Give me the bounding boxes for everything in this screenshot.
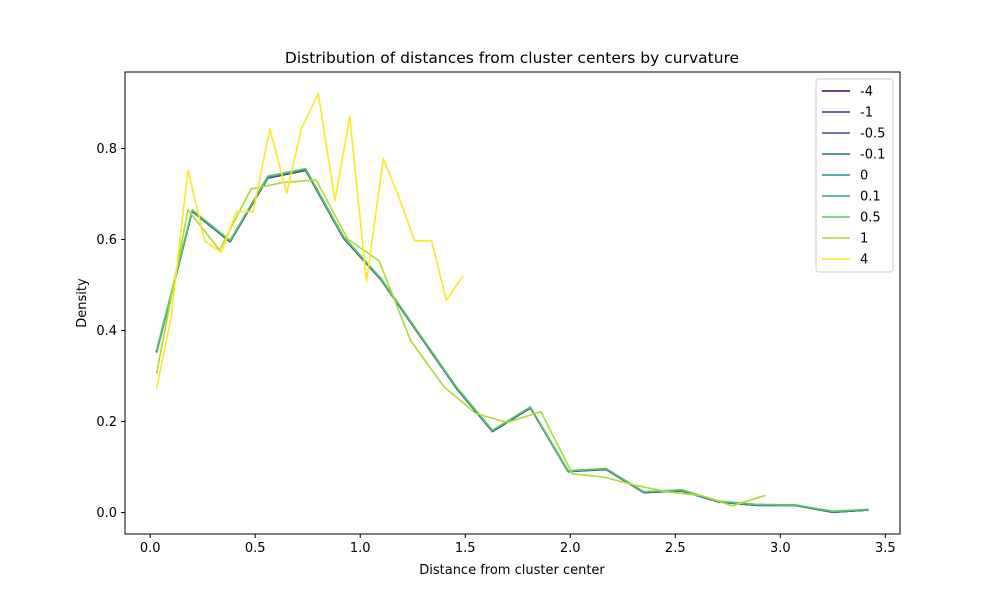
- x-tick-label: 0.0: [140, 541, 161, 556]
- series-line-7: [155, 179, 766, 507]
- legend-label-8: 4: [860, 253, 868, 268]
- legend-label-0: -4: [860, 85, 873, 100]
- x-tick-label: 1.5: [455, 541, 476, 556]
- plot-lines: [155, 92, 869, 514]
- legend-label-6: 0.5: [860, 211, 881, 226]
- legend-label-1: -1: [860, 106, 873, 121]
- series-line-6: [155, 167, 869, 513]
- legend-box: [815, 78, 894, 273]
- x-tick-label: 1.0: [350, 541, 371, 556]
- x-tick-label: 3.0: [770, 541, 791, 556]
- x-tick-label: 2.0: [560, 541, 581, 556]
- y-axis-label: Density: [75, 278, 90, 328]
- x-axis-label: Distance from cluster center: [419, 563, 605, 578]
- y-tick-label: 0.8: [96, 142, 117, 157]
- legend: -4 -1 -0.5 -0.1 0 0.1 0.5 1 4: [815, 78, 894, 273]
- y-tick-label: 0.4: [96, 324, 117, 339]
- y-axis: 0.0 0.2 0.4 0.6 0.8: [96, 142, 125, 521]
- y-tick-label: 0.0: [96, 506, 117, 521]
- plot-frame: [124, 71, 901, 535]
- legend-label-7: 1: [860, 232, 868, 247]
- x-axis: 0.0 0.5 1.0 1.5 2.0 2.5 3.0 3.5: [140, 534, 896, 556]
- series-line-8: [155, 92, 464, 389]
- chart-title: Distribution of distances from cluster c…: [285, 49, 739, 67]
- legend-label-3: -0.1: [860, 148, 885, 163]
- legend-label-4: 0: [860, 169, 868, 184]
- legend-label-5: 0.1: [860, 190, 881, 205]
- y-tick-label: 0.6: [96, 233, 117, 248]
- x-tick-label: 3.5: [875, 541, 896, 556]
- legend-label-2: -0.5: [860, 127, 885, 142]
- x-tick-label: 0.5: [245, 541, 266, 556]
- x-tick-label: 2.5: [665, 541, 686, 556]
- y-tick-label: 0.2: [96, 415, 117, 430]
